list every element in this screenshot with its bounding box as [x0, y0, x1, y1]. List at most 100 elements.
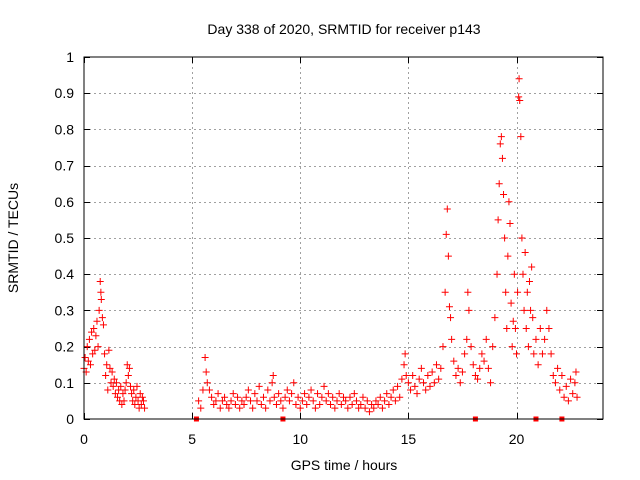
data-point [97, 296, 105, 304]
data-point [231, 401, 239, 409]
x-tick-label: 5 [188, 431, 196, 447]
data-point [394, 382, 402, 390]
data-point [240, 401, 248, 409]
data-point [497, 133, 505, 141]
data-point [387, 393, 395, 401]
data-point [435, 375, 443, 383]
data-point [496, 140, 504, 148]
data-point [502, 288, 510, 296]
y-tick-label: 0.6 [55, 194, 75, 210]
data-point [525, 277, 533, 285]
data-point [104, 386, 112, 394]
data-point [398, 375, 406, 383]
data-point [368, 401, 376, 409]
data-point [523, 288, 531, 296]
data-point [90, 325, 98, 332]
data-point [88, 328, 96, 336]
data-point [407, 386, 415, 394]
data-point [415, 375, 423, 383]
data-point [83, 343, 91, 351]
y-tick-label: 0.1 [55, 375, 75, 391]
data-point [216, 404, 224, 412]
data-point [493, 270, 501, 278]
x-tick-label: 0 [80, 431, 88, 447]
data-point [461, 350, 469, 358]
data-point [108, 368, 116, 376]
data-point [551, 379, 559, 387]
data-point [270, 393, 278, 401]
data-point [331, 404, 339, 412]
data-point [454, 364, 462, 372]
data-point [283, 386, 291, 394]
data-point [115, 386, 123, 394]
data-point [417, 364, 425, 372]
data-point [527, 306, 535, 314]
data-point [208, 393, 216, 401]
data-point [439, 343, 447, 351]
data-point [212, 397, 220, 405]
data-point [91, 346, 99, 354]
data-point [272, 401, 280, 409]
y-axis-label: SRMTID / TECUs [5, 183, 21, 293]
data-point [538, 350, 546, 358]
data-point [268, 379, 276, 387]
data-point [92, 332, 100, 340]
data-point [123, 361, 131, 369]
data-point [463, 335, 471, 343]
data-point [294, 393, 302, 401]
data-point [114, 393, 122, 401]
data-point [443, 205, 451, 213]
data-point [409, 372, 417, 380]
data-point [238, 397, 246, 405]
data-point [422, 386, 430, 394]
data-point [234, 393, 242, 401]
data-point [277, 397, 285, 405]
data-point [303, 401, 311, 409]
data-point [381, 397, 389, 405]
data-point [132, 393, 140, 401]
data-point [372, 397, 380, 405]
data-point [385, 401, 393, 409]
data-point [376, 393, 384, 401]
data-point [500, 191, 508, 199]
data-point [346, 393, 354, 401]
data-point [269, 372, 277, 380]
data-point [482, 335, 490, 343]
data-point [139, 397, 147, 405]
data-point [340, 393, 347, 401]
data-point [262, 404, 270, 412]
data-point [480, 357, 488, 365]
data-point [266, 397, 274, 405]
data-point [518, 234, 526, 242]
data-point [447, 314, 455, 322]
y-tick-label: 0.9 [55, 85, 75, 101]
data-point [86, 361, 94, 369]
scatter-series [80, 75, 581, 416]
data-point [573, 393, 581, 401]
data-point [203, 379, 211, 387]
data-point [445, 303, 453, 311]
data-point [327, 401, 335, 409]
data-point [247, 397, 255, 405]
data-point [498, 154, 506, 162]
data-point [522, 325, 530, 332]
data-point [491, 314, 499, 322]
data-point [501, 234, 509, 242]
data-point [109, 382, 117, 390]
y-tick-label: 0.4 [55, 266, 75, 282]
data-point [471, 372, 479, 380]
data-point [430, 379, 438, 387]
data-point [97, 288, 105, 296]
data-point [515, 93, 523, 101]
data-point [511, 325, 519, 332]
data-point [370, 404, 378, 412]
data-point [564, 397, 572, 405]
y-tick-label: 0.5 [55, 230, 75, 246]
data-point [141, 404, 149, 412]
data-point [424, 372, 432, 380]
data-point [199, 386, 207, 394]
data-point [476, 364, 484, 372]
data-point [520, 306, 528, 314]
data-point [465, 306, 473, 314]
data-point [93, 317, 101, 325]
